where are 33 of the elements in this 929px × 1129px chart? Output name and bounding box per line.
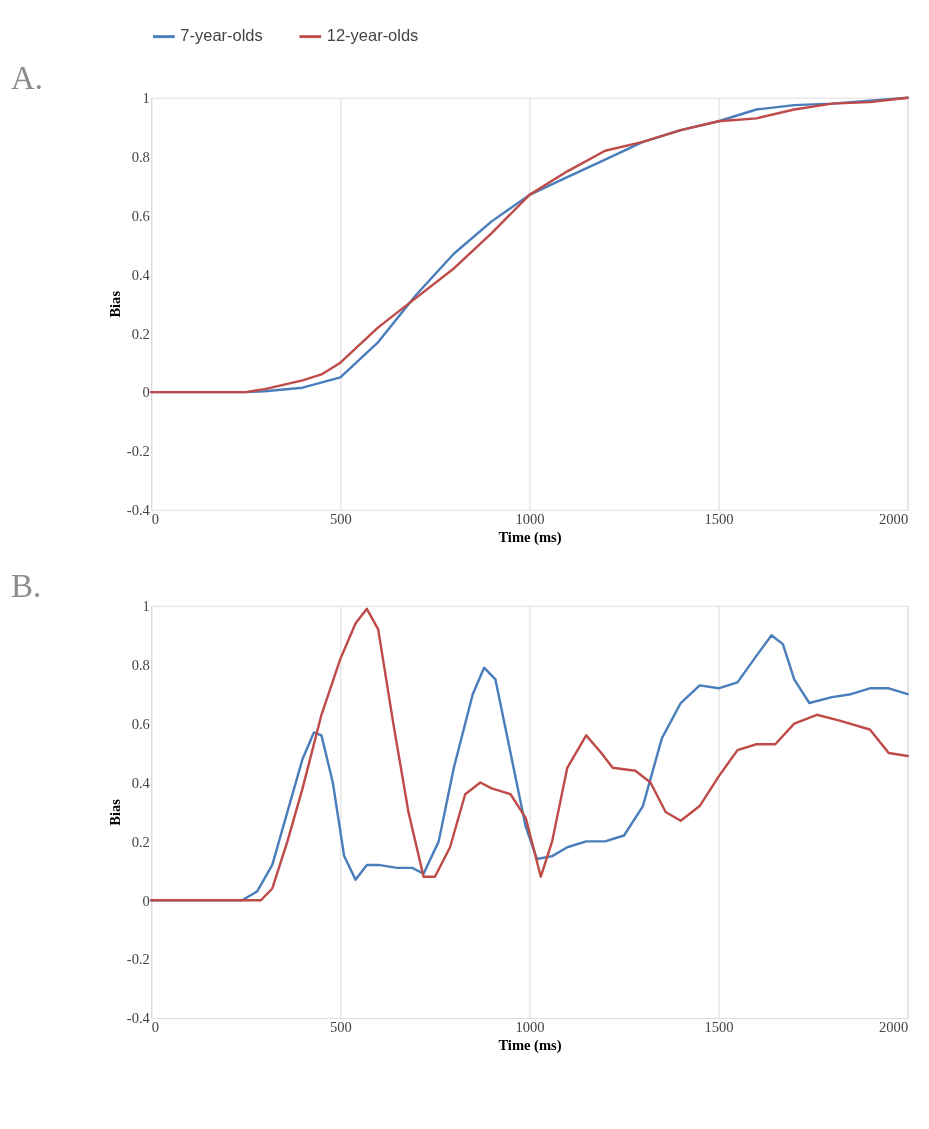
y-tick-label: -0.2: [126, 951, 150, 968]
y-tick-label: 1: [142, 598, 150, 615]
y-tick-label: -0.4: [126, 1010, 151, 1027]
x-axis-title: Time (ms): [498, 529, 562, 547]
y-axis-title: Bias: [107, 290, 124, 318]
x-tick-label: 500: [329, 1019, 352, 1036]
y-tick-label: 0.2: [131, 833, 150, 850]
chart-title: A.: [10, 60, 43, 96]
x-tick-label: 2000: [879, 510, 909, 527]
y-tick-label: -0.4: [126, 502, 151, 519]
y-tick-label: 0.4: [131, 774, 151, 791]
y-tick-label: 1: [142, 90, 150, 107]
x-axis-title: Time (ms): [498, 1037, 562, 1055]
y-tick-label: 0.8: [131, 148, 150, 165]
y-tick-label: 0.6: [131, 715, 150, 732]
line-series: [150, 96, 909, 394]
x-tick-label: 500: [329, 510, 352, 527]
x-tick-label: 1500: [704, 510, 734, 527]
chart-title: B.: [10, 568, 42, 605]
y-tick-label: -0.2: [126, 443, 150, 460]
y-tick-label: 0.2: [131, 325, 150, 342]
x-tick-label: 1500: [704, 1019, 734, 1036]
legend-label: 12-year-olds: [326, 26, 419, 45]
x-tick-label: 1000: [515, 1019, 545, 1036]
x-tick-label: 1000: [515, 510, 545, 527]
y-tick-label: 0.4: [131, 266, 151, 283]
y-tick-label: 0: [142, 892, 150, 909]
y-tick-label: 0: [142, 384, 150, 401]
y-tick-label: 0.6: [131, 207, 150, 224]
y-axis-title: Bias: [107, 798, 124, 826]
legend-label: 7-year-olds: [180, 26, 263, 45]
y-tick-label: 0.8: [131, 657, 150, 674]
x-tick-label: 2000: [879, 1019, 909, 1036]
